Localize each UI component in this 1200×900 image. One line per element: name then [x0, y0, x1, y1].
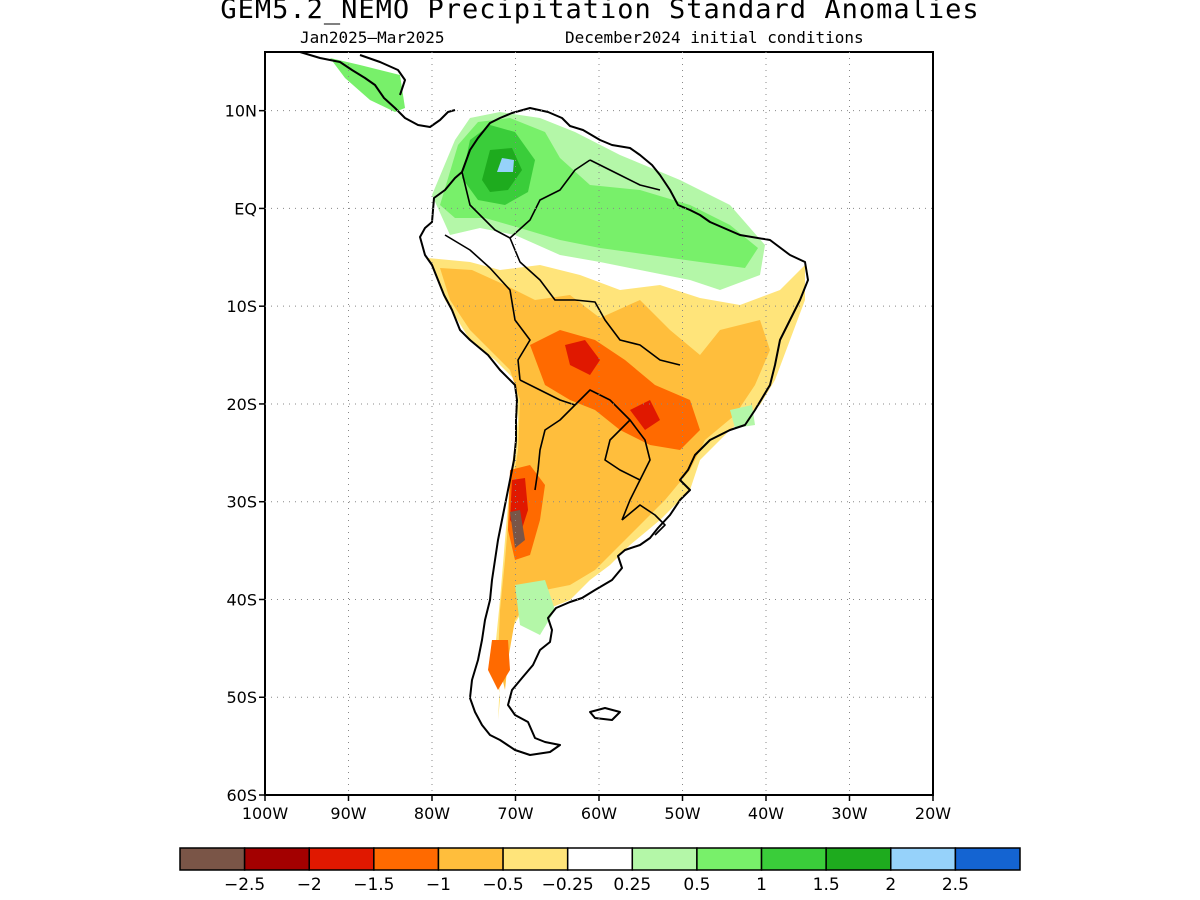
lon-tick-label: 80W: [414, 804, 450, 823]
map-title: GEM5.2_NEMO Precipitation Standard Anoma…: [220, 0, 980, 25]
initial-conditions: December2024 initial conditions: [565, 28, 864, 47]
lat-tick-label: 50S: [226, 688, 257, 707]
legend-swatch: [825, 847, 892, 871]
legend-swatch: [890, 847, 957, 871]
legend-swatch: [954, 847, 1021, 871]
negative-anomaly-extreme: [510, 510, 525, 548]
negative-anomaly-strong-patagonia: [488, 640, 510, 690]
legend-label: 1.5: [813, 875, 840, 895]
legend-label: −1.5: [353, 875, 394, 895]
forecast-period: Jan2025–Mar2025: [300, 28, 445, 47]
lon-tick-label: 20W: [915, 804, 951, 823]
lon-tick-label: 90W: [330, 804, 366, 823]
lat-tick-label: 60S: [226, 786, 257, 805]
negative-anomaly-moderate: [440, 268, 770, 690]
positive-anomaly-argentina: [515, 580, 555, 635]
legend-label: 1: [756, 875, 767, 895]
legend-label: −0.25: [542, 875, 594, 895]
positive-anomaly-brazil-coast: [730, 405, 755, 428]
longitude-axis: 100W 90W 80W 70W 60W 50W 40W 30W 20W: [242, 795, 951, 823]
legend-swatch: [566, 847, 634, 871]
lon-tick-label: 50W: [664, 804, 700, 823]
lat-tick-label: 40S: [226, 590, 257, 609]
lat-tick-label: 30S: [226, 493, 257, 512]
negative-anomaly-severe: [565, 340, 600, 375]
lon-tick-label: 60W: [581, 804, 617, 823]
legend-swatch: [760, 847, 827, 871]
colorbar-legend: −2.5 −2 −1.5 −1 −0.5 −0.25 0.25 0.5 1 1.5 2 2.5: [179, 847, 1021, 895]
legend-label: 2: [885, 875, 896, 895]
positive-anomaly-max: [497, 158, 514, 172]
coastlines-and-borders: [299, 51, 809, 756]
legend-swatch: [243, 847, 310, 871]
lon-tick-label: 40W: [748, 804, 784, 823]
legend-swatch: [179, 847, 246, 871]
lat-tick-label: 20S: [226, 395, 257, 414]
lat-tick-label: 10S: [226, 297, 257, 316]
legend-label: −2.5: [224, 875, 265, 895]
anomaly-shading: [330, 58, 805, 720]
legend-label: 0.25: [613, 875, 651, 895]
latitude-axis: 10N EQ 10S 20S 30S 40S 50S 60S: [225, 102, 265, 805]
lon-tick-label: 30W: [831, 804, 867, 823]
legend-swatch: [308, 847, 375, 871]
legend-label: 2.5: [942, 875, 969, 895]
lon-tick-label: 70W: [497, 804, 533, 823]
legend-label: −2: [297, 875, 322, 895]
south-america-coastline: [419, 107, 809, 756]
legend-label: 0.5: [683, 875, 710, 895]
falkland-islands: [589, 707, 621, 721]
country-borders: [444, 159, 681, 536]
legend-label: −0.5: [482, 875, 523, 895]
lat-tick-label: EQ: [234, 199, 257, 218]
positive-anomaly-central-america: [330, 58, 405, 112]
lon-tick-label: 100W: [242, 804, 289, 823]
negative-anomaly-severe-brazil: [630, 400, 660, 430]
legend-swatch: [437, 847, 504, 871]
legend-swatch: [631, 847, 698, 871]
legend-swatch: [696, 847, 763, 871]
legend-label: −1: [426, 875, 451, 895]
lat-tick-label: 10N: [225, 102, 257, 121]
legend-swatch: [502, 847, 569, 871]
legend-swatch: [373, 847, 440, 871]
central-america-coastline: [299, 51, 456, 128]
